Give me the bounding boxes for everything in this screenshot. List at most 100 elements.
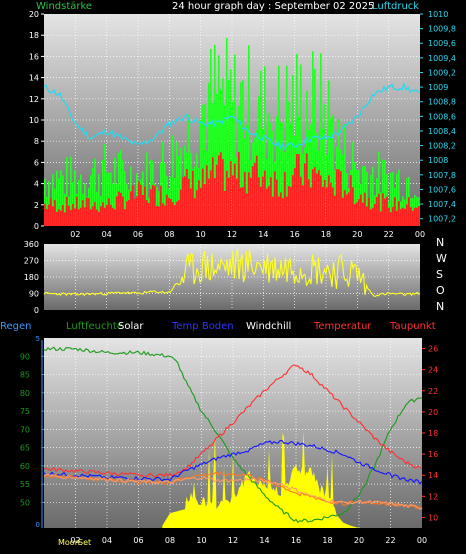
wind-max-bar (378, 151, 380, 226)
y2-tick-label: 1010 (428, 10, 448, 19)
wind-max-bar (204, 104, 206, 226)
legend-item: Windchill (246, 321, 291, 332)
wind-max-bar (44, 178, 46, 226)
y2-tick-label: 1007,4 (428, 200, 456, 209)
wind-mean-bar (340, 171, 342, 226)
wind-mean-bar (202, 168, 204, 226)
wind-mean-bar (348, 192, 350, 226)
wind-mean-bar (66, 196, 68, 226)
y2-tick-label: 1008,6 (428, 112, 456, 121)
wind-max-bar (382, 159, 384, 226)
wind-mean-bar (100, 206, 102, 226)
wind-mean-bar (106, 204, 108, 226)
wind-mean-bar (78, 209, 80, 226)
wind-max-bar (308, 129, 310, 226)
wind-max-bar (122, 160, 124, 226)
x-tick-label: 16 (290, 230, 300, 239)
wind-mean-bar (376, 197, 378, 226)
wind-max-bar (228, 80, 230, 226)
wind-max-bar (216, 93, 218, 226)
wind-mean-bar (252, 166, 254, 226)
x-tick-label: 20 (352, 230, 362, 239)
wind-max-bar (60, 170, 62, 226)
wind-max-bar (180, 147, 182, 226)
legend-item: Taupunkt (389, 321, 436, 332)
x-tick-label: 12 (228, 536, 238, 545)
x-tick-label: 16 (291, 536, 301, 545)
wind-mean-bar (62, 205, 64, 226)
wind-mean-bar (122, 196, 124, 226)
wind-max-bar (296, 54, 298, 226)
y-tick-label: 8 (34, 137, 39, 146)
wind-max-bar (268, 113, 270, 226)
moon-set-label: Set (78, 538, 91, 547)
wind-mean-bar (332, 187, 334, 226)
wind-mean-bar (398, 201, 400, 226)
wind-mean-bar (156, 205, 158, 226)
y-tick-label: 20 (29, 10, 39, 19)
wind-max-bar (264, 66, 266, 227)
wind-max-bar (214, 44, 216, 226)
wind-mean-bar (172, 202, 174, 226)
wind-mean-bar (318, 170, 320, 226)
wind-mean-bar (272, 196, 274, 226)
wind-mean-bar (118, 191, 120, 226)
temperature-line (43, 364, 423, 478)
wind-mean-bar (326, 187, 328, 226)
regen-tick-label: 0 (36, 521, 40, 529)
wind-mean-bar (232, 175, 234, 226)
wind-max-bar (246, 124, 248, 226)
y-tick-label: 180 (24, 273, 39, 282)
wind-max-bar (242, 80, 244, 226)
wind-mean-bar (366, 206, 368, 226)
wind-mean-bar (230, 161, 232, 226)
direction-label: O (436, 284, 445, 297)
wind-max-bar (342, 154, 344, 226)
y-tick-label: 360 (24, 240, 39, 249)
wind-mean-bar (338, 169, 340, 226)
y-tick-label: 12 (29, 95, 39, 104)
y2-tick-label: 1009,8 (428, 25, 456, 34)
y2-tick-label: 1008,2 (428, 142, 456, 151)
direction-label: W (436, 252, 447, 265)
wind-mean-bar (112, 207, 114, 226)
wind-mean-bar (258, 177, 260, 226)
wind-max-bar (200, 119, 202, 226)
wind-max-bar (276, 116, 278, 226)
x-tick-label: 04 (102, 536, 112, 545)
wind-mean-bar (90, 209, 92, 226)
wind-max-bar (90, 175, 92, 226)
wind-mean-bar (250, 177, 252, 226)
wind-mean-bar (314, 167, 316, 226)
wind-max-bar (176, 141, 178, 226)
y-tick-label: 10 (29, 116, 39, 125)
wind-mean-bar (234, 163, 236, 226)
pressure-line (43, 82, 421, 151)
wind-max-bar (222, 78, 224, 226)
wind-max-bar (344, 123, 346, 226)
wind-mean-bar (412, 210, 414, 226)
wind-mean-bar (334, 195, 336, 226)
wind-mean-bar (192, 170, 194, 226)
x-tick-label: 04 (102, 230, 112, 239)
wind-max-bar (358, 169, 360, 226)
wind-mean-bar (164, 205, 166, 226)
wind-max-bar (280, 121, 282, 226)
wind-mean-bar (322, 186, 324, 226)
x-tick-label: 00 (415, 230, 425, 239)
wind-mean-bar (396, 210, 398, 226)
wind-mean-bar (218, 155, 220, 226)
wind-mean-bar (288, 186, 290, 226)
wind-mean-bar (268, 186, 270, 226)
wind-mean-bar (294, 168, 296, 226)
wind-mean-bar (390, 212, 392, 226)
wind-mean-bar (212, 157, 214, 226)
wind-mean-bar (244, 171, 246, 226)
wind-mean-bar (154, 185, 156, 226)
wind-mean-bar (290, 186, 292, 226)
wind-max-bar (352, 142, 354, 226)
y-tick-label: 2 (34, 201, 39, 210)
wind-mean-bar (210, 170, 212, 226)
